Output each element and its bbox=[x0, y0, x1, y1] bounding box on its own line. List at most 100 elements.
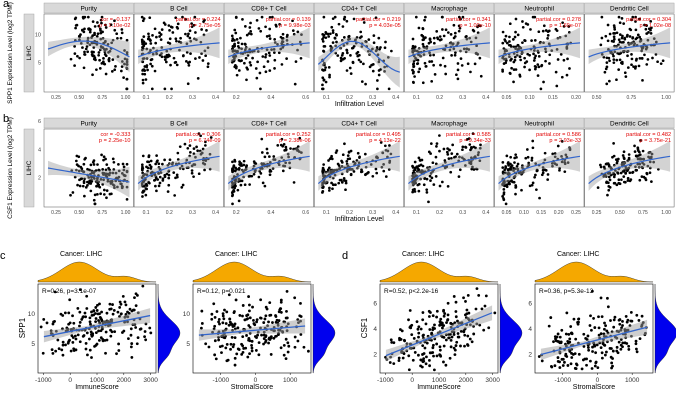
data-point bbox=[272, 336, 276, 340]
confidence-band bbox=[408, 140, 490, 191]
data-point bbox=[345, 19, 349, 23]
data-point bbox=[78, 288, 82, 292]
data-point bbox=[380, 165, 384, 169]
y-tick-label: 4 bbox=[373, 326, 377, 333]
data-point bbox=[546, 178, 550, 181]
data-point bbox=[145, 165, 148, 169]
data-point bbox=[349, 172, 353, 176]
data-point bbox=[456, 62, 460, 65]
data-point bbox=[61, 353, 65, 357]
data-point bbox=[198, 149, 202, 153]
data-point bbox=[241, 335, 245, 339]
data-point bbox=[120, 69, 123, 73]
data-point bbox=[100, 15, 104, 19]
data-point bbox=[168, 37, 172, 41]
stat-pvalue: p = 2.93e-33 bbox=[549, 138, 581, 144]
data-point bbox=[502, 198, 506, 202]
data-point bbox=[621, 324, 624, 327]
data-point bbox=[466, 344, 470, 347]
data-point bbox=[334, 51, 338, 55]
data-point bbox=[327, 159, 330, 162]
data-point bbox=[157, 171, 160, 175]
data-point bbox=[367, 171, 370, 174]
data-point bbox=[206, 46, 210, 50]
data-point bbox=[176, 151, 180, 155]
data-point bbox=[235, 352, 239, 356]
data-point bbox=[234, 15, 238, 19]
data-point bbox=[607, 163, 611, 167]
data-point bbox=[450, 152, 454, 155]
data-point bbox=[535, 188, 538, 192]
data-point bbox=[264, 314, 268, 318]
data-point bbox=[231, 49, 235, 53]
data-point bbox=[342, 44, 346, 47]
data-point bbox=[294, 60, 298, 64]
data-point bbox=[155, 189, 158, 193]
data-point bbox=[160, 52, 163, 55]
data-point bbox=[603, 321, 606, 325]
data-point bbox=[417, 331, 421, 335]
data-point bbox=[594, 351, 598, 355]
data-point bbox=[149, 48, 152, 52]
data-point bbox=[84, 185, 88, 189]
data-point bbox=[459, 329, 463, 333]
data-point bbox=[556, 58, 560, 61]
data-point bbox=[650, 180, 653, 184]
data-point bbox=[243, 61, 246, 65]
data-point bbox=[431, 351, 435, 354]
x-tick-label: 1.00 bbox=[121, 95, 131, 101]
data-point bbox=[436, 37, 440, 41]
data-point bbox=[180, 186, 184, 189]
data-point bbox=[179, 41, 183, 44]
y-axis-title: CSF1 Expression Level (log2 TPM) bbox=[7, 117, 14, 219]
data-point bbox=[461, 15, 465, 19]
data-point bbox=[284, 357, 288, 361]
data-point bbox=[96, 182, 100, 185]
data-point bbox=[262, 342, 265, 346]
y-tick-label: 6 bbox=[373, 301, 377, 308]
data-point bbox=[431, 343, 435, 347]
data-point bbox=[144, 338, 148, 342]
data-point bbox=[166, 41, 170, 45]
data-point bbox=[99, 336, 103, 339]
data-point bbox=[166, 190, 170, 193]
data-point bbox=[168, 28, 171, 32]
data-point bbox=[68, 298, 72, 302]
data-point bbox=[453, 53, 457, 57]
data-point bbox=[454, 344, 458, 347]
data-point bbox=[94, 320, 97, 324]
data-point bbox=[239, 183, 243, 187]
data-point bbox=[537, 30, 541, 34]
data-point bbox=[244, 167, 248, 171]
data-point bbox=[176, 27, 180, 30]
data-point bbox=[359, 60, 363, 64]
data-point bbox=[250, 346, 254, 350]
data-point bbox=[471, 132, 475, 135]
marginal-density-top bbox=[534, 261, 654, 283]
data-point bbox=[648, 166, 652, 170]
data-point bbox=[188, 60, 192, 64]
data-point bbox=[322, 50, 326, 53]
data-point bbox=[250, 349, 254, 353]
data-point bbox=[224, 346, 228, 350]
data-point bbox=[351, 61, 355, 65]
data-point bbox=[381, 151, 385, 155]
data-point bbox=[340, 159, 343, 163]
data-point bbox=[333, 173, 337, 177]
data-point bbox=[593, 364, 597, 368]
fit-line bbox=[317, 155, 400, 185]
data-point bbox=[537, 65, 541, 69]
data-point bbox=[634, 20, 637, 23]
data-point bbox=[538, 41, 542, 45]
data-point bbox=[635, 350, 639, 354]
data-point bbox=[100, 310, 103, 314]
data-point bbox=[634, 28, 638, 32]
data-point bbox=[432, 53, 436, 57]
data-point bbox=[110, 70, 114, 73]
fit-line bbox=[588, 42, 671, 58]
data-point bbox=[452, 333, 456, 336]
data-point bbox=[167, 176, 171, 180]
data-point bbox=[580, 367, 584, 371]
data-point bbox=[213, 324, 217, 328]
